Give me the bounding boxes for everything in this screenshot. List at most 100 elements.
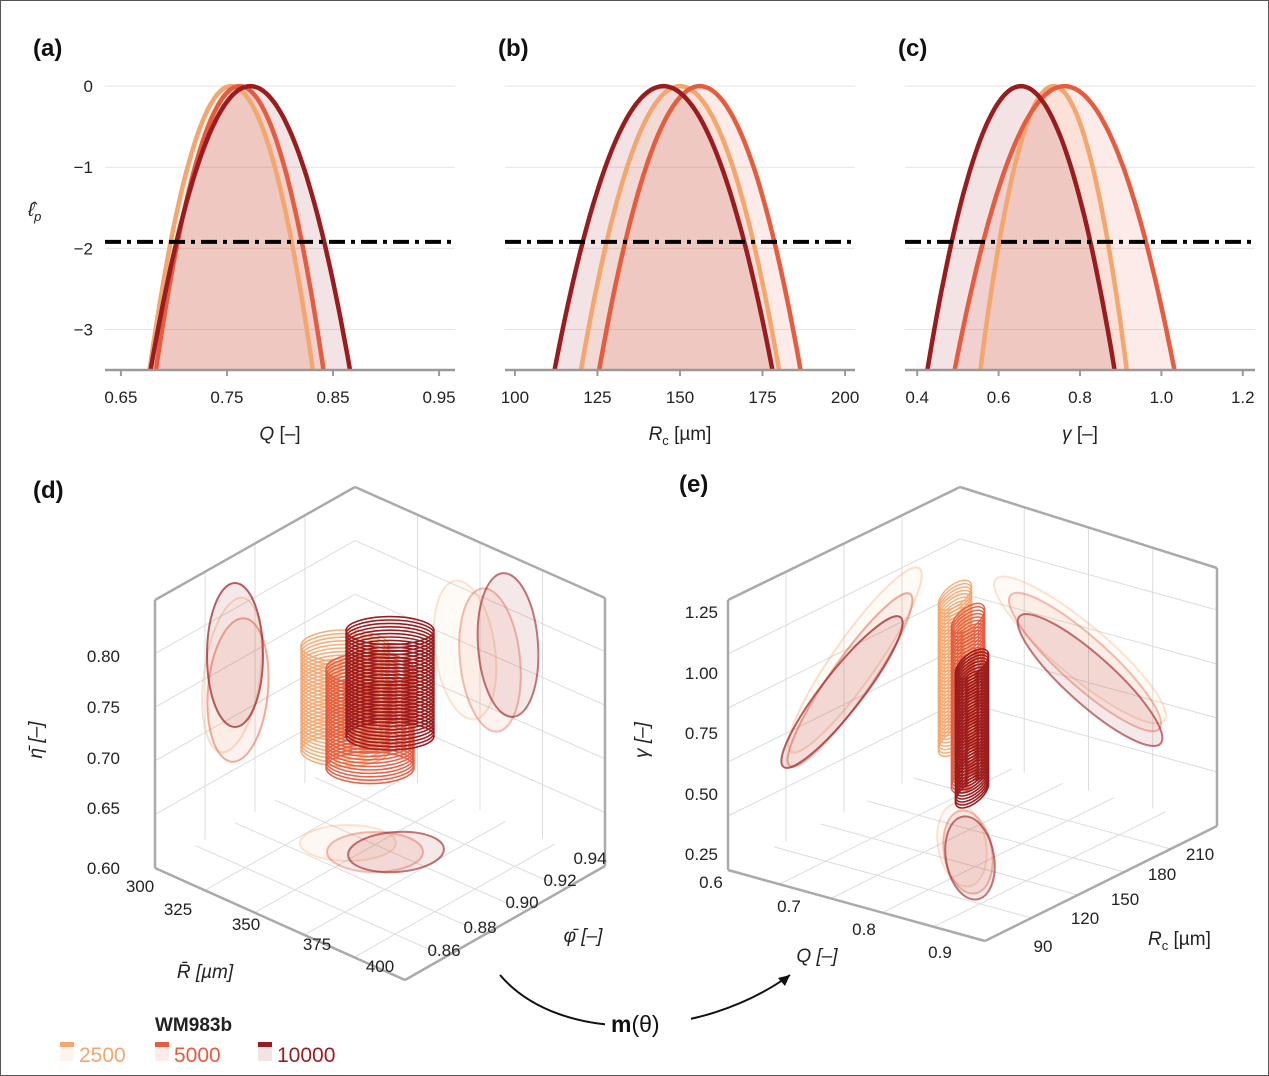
grid-line xyxy=(274,799,526,912)
panel-b: 100 125 150 175 200 (b) Rc [µm] xyxy=(498,35,859,448)
x-tick-label: 350 xyxy=(232,915,260,934)
grid-line xyxy=(254,798,456,913)
y-tick-label: 0.94 xyxy=(573,849,606,868)
grid-line xyxy=(959,592,1218,665)
y-tick-label: 0.90 xyxy=(505,893,538,912)
legend-swatch-fill xyxy=(258,1047,272,1061)
x-axis-label-sub: c xyxy=(662,433,669,448)
curve-10000 xyxy=(925,83,1117,370)
cube-edge xyxy=(154,866,406,982)
v-tick-label: 0.60 xyxy=(87,859,120,878)
grid-line xyxy=(727,700,961,817)
grid-line xyxy=(959,538,1218,611)
cube-edge xyxy=(984,824,1218,943)
y-axis-label: φ̄ [–] xyxy=(564,926,604,947)
curve-5000 xyxy=(596,83,803,370)
legend-swatch-line xyxy=(60,1042,74,1047)
x-tick-label: 325 xyxy=(164,900,192,919)
x-tick-label: 150 xyxy=(666,388,694,407)
cube-edge xyxy=(154,485,356,602)
ellipse-10000 xyxy=(345,639,435,670)
v-axis-label: η̄ [–] xyxy=(26,721,47,759)
x-tick-label: 0.95 xyxy=(423,388,456,407)
cube-edge xyxy=(727,485,961,602)
x-tick-label: 300 xyxy=(126,877,154,896)
x-tick-label: 175 xyxy=(748,388,776,407)
cube-edge xyxy=(727,868,986,943)
cube-edge xyxy=(404,864,606,982)
fill-5000 xyxy=(954,86,1175,370)
panel-e: (e) 1.25 1.00 0.75 0.50 0.25 0.6 0.7 0.8 0.9 90 120… xyxy=(632,471,1219,967)
plot-area xyxy=(925,83,1177,370)
x-tick-label: 400 xyxy=(366,957,394,976)
ellipse-10000 xyxy=(345,714,435,745)
x-axis-label-unit: [µm] xyxy=(669,424,712,445)
panel-label: (a) xyxy=(33,35,62,62)
panel-label: (d) xyxy=(33,477,64,504)
ellipse-10000 xyxy=(345,710,435,741)
ellipse-10000 xyxy=(345,673,435,704)
ellipse-10000 xyxy=(345,700,435,731)
v-tick-label: 0.80 xyxy=(87,647,120,666)
arrow-label: m(θ) xyxy=(611,1011,660,1037)
x-axis-label: γ [–] xyxy=(1062,424,1098,445)
curve-2500 xyxy=(578,83,782,370)
x-axis-label: Rc [µm] xyxy=(649,424,712,448)
y-tick-label: −2 xyxy=(74,239,93,258)
grid-line xyxy=(727,592,961,709)
x-tick-label: 375 xyxy=(303,935,331,954)
projection-10000 xyxy=(347,830,445,874)
curve-5000 xyxy=(952,83,1177,370)
projection-10000 xyxy=(944,815,996,901)
x-axis-label-main: γ xyxy=(1062,424,1073,445)
v-tick-label: 1.00 xyxy=(685,664,718,683)
v-tick-label: 0.75 xyxy=(685,724,718,743)
x-tick-label: 0.65 xyxy=(104,388,137,407)
grid-line xyxy=(314,777,566,890)
x-axis-label-main: R xyxy=(649,424,663,445)
x-axis-label-unit: [–] xyxy=(274,424,300,445)
projection-2500 xyxy=(936,802,988,888)
fill-2500 xyxy=(580,86,780,370)
panel-d: (d) 0.80 0.75 0.70 0.65 0.60 300 325 350 375 400 0.… xyxy=(26,477,607,983)
grid-line xyxy=(727,538,961,655)
plot-area xyxy=(147,83,353,370)
v-tick-label: 0.65 xyxy=(87,799,120,818)
legend-swatch-fill xyxy=(155,1047,169,1061)
v-tick-label: 1.25 xyxy=(685,603,718,622)
y-axis-label: ℓ̂p xyxy=(27,200,41,224)
y-axis-label-sub: c xyxy=(1162,938,1169,953)
grid-line xyxy=(354,540,606,653)
y-tick-label: 0.86 xyxy=(427,941,460,960)
plot-area xyxy=(552,83,803,370)
panel-label: (e) xyxy=(679,471,708,498)
projection-10000 xyxy=(476,572,540,718)
legend: WM983b 2500 5000 10000 xyxy=(60,1015,335,1067)
y-axis-label: Rc [µm] xyxy=(1148,929,1211,953)
ellipse-10000 xyxy=(345,721,435,751)
grid-line xyxy=(354,843,556,958)
y-tick-label: 0.88 xyxy=(463,918,496,937)
ellipse-10000 xyxy=(345,697,435,728)
arrow-head xyxy=(778,975,790,986)
legend-label: 5000 xyxy=(174,1044,221,1067)
projection-2500 xyxy=(201,596,263,754)
x-tick-label: 125 xyxy=(583,388,611,407)
x-tick-label: 1.0 xyxy=(1150,388,1174,407)
v-tick-label: 0.50 xyxy=(685,785,718,804)
x-axis-label-unit: [–] xyxy=(1072,424,1098,445)
legend-swatch-line xyxy=(155,1042,169,1047)
v-tick-label: 0.70 xyxy=(87,749,120,768)
fill-10000 xyxy=(554,86,773,370)
grid-line xyxy=(234,822,486,935)
projection-10000 xyxy=(780,615,904,769)
cube-edge xyxy=(959,485,1218,570)
legend-label: 2500 xyxy=(79,1044,126,1067)
grid-line xyxy=(959,700,1218,773)
ellipse-10000 xyxy=(954,774,990,806)
x-tick-label: 0.4 xyxy=(905,388,929,407)
grid-line xyxy=(154,593,356,708)
fill-10000 xyxy=(927,86,1115,370)
v-axis-label: γ [–] xyxy=(632,721,653,758)
